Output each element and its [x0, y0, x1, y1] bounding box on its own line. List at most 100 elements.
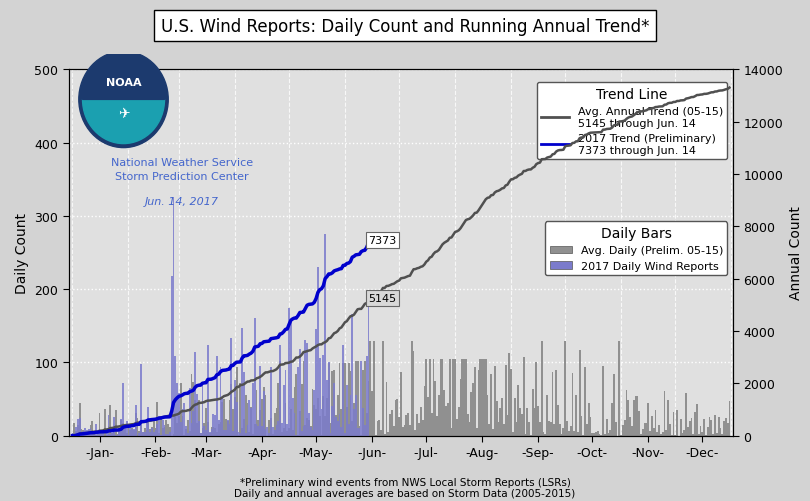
- Bar: [326, 398, 328, 436]
- Bar: [196, 394, 198, 436]
- Bar: [283, 386, 284, 436]
- Bar: [384, 434, 386, 436]
- Bar: [409, 425, 411, 436]
- Bar: [277, 421, 279, 436]
- Bar: [143, 432, 146, 436]
- Bar: [434, 381, 436, 436]
- Bar: [203, 423, 205, 436]
- Bar: [183, 435, 185, 436]
- Bar: [99, 429, 100, 436]
- Bar: [180, 422, 181, 436]
- Bar: [261, 426, 263, 436]
- Bar: [281, 432, 283, 436]
- Bar: [373, 341, 375, 436]
- Bar: [118, 428, 121, 436]
- Bar: [75, 431, 77, 436]
- Bar: [80, 429, 83, 436]
- Bar: [245, 395, 246, 436]
- Bar: [662, 432, 663, 436]
- Bar: [375, 435, 377, 436]
- Bar: [126, 421, 127, 436]
- Bar: [224, 430, 225, 436]
- Bar: [130, 430, 131, 436]
- Bar: [609, 430, 612, 436]
- Bar: [725, 418, 727, 436]
- Bar: [165, 420, 167, 436]
- Bar: [258, 426, 259, 436]
- Bar: [299, 411, 301, 436]
- Text: NOAA: NOAA: [106, 78, 141, 88]
- Bar: [237, 432, 240, 436]
- Bar: [162, 428, 164, 436]
- Bar: [548, 422, 550, 436]
- Bar: [346, 407, 347, 436]
- Bar: [347, 363, 349, 436]
- Bar: [303, 361, 305, 436]
- Bar: [124, 424, 126, 436]
- Bar: [167, 424, 169, 436]
- Bar: [225, 431, 227, 436]
- Bar: [458, 407, 459, 436]
- Bar: [355, 361, 356, 436]
- Bar: [569, 426, 572, 436]
- Bar: [254, 424, 256, 436]
- Bar: [352, 421, 353, 436]
- Bar: [322, 355, 324, 436]
- Bar: [656, 432, 659, 436]
- Bar: [577, 432, 578, 436]
- Bar: [225, 419, 227, 436]
- Bar: [313, 405, 315, 436]
- Bar: [402, 427, 403, 436]
- Bar: [147, 407, 149, 436]
- Bar: [211, 427, 212, 436]
- Bar: [149, 432, 151, 436]
- Bar: [274, 430, 275, 436]
- Bar: [424, 386, 425, 436]
- Bar: [333, 370, 335, 436]
- Bar: [355, 396, 356, 436]
- Bar: [187, 433, 189, 436]
- Text: ✈: ✈: [117, 106, 130, 120]
- Bar: [306, 418, 308, 436]
- Bar: [553, 424, 556, 436]
- Bar: [506, 415, 509, 436]
- Bar: [214, 428, 216, 436]
- Bar: [644, 423, 646, 436]
- Bar: [328, 363, 330, 436]
- Bar: [584, 367, 586, 436]
- Bar: [709, 417, 710, 436]
- Bar: [487, 395, 488, 436]
- Bar: [659, 425, 660, 436]
- Bar: [83, 430, 84, 436]
- Bar: [597, 432, 599, 436]
- Bar: [552, 373, 553, 436]
- Bar: [288, 428, 290, 436]
- Bar: [250, 409, 252, 436]
- Bar: [447, 403, 449, 436]
- Bar: [519, 408, 521, 436]
- Bar: [456, 419, 458, 436]
- Bar: [315, 409, 317, 436]
- Bar: [288, 309, 290, 436]
- Bar: [147, 421, 149, 436]
- Bar: [303, 426, 305, 436]
- Bar: [173, 197, 174, 436]
- Bar: [429, 359, 431, 436]
- Bar: [293, 387, 296, 436]
- Bar: [309, 427, 312, 436]
- Bar: [297, 435, 299, 436]
- Bar: [337, 421, 339, 436]
- Bar: [178, 416, 180, 436]
- Bar: [284, 403, 287, 436]
- Bar: [521, 414, 522, 436]
- Bar: [714, 415, 716, 436]
- Bar: [324, 416, 326, 436]
- Bar: [95, 435, 97, 436]
- Bar: [546, 395, 548, 436]
- Bar: [146, 430, 147, 436]
- Bar: [539, 423, 541, 436]
- Bar: [703, 419, 705, 436]
- Bar: [177, 423, 178, 436]
- Bar: [474, 367, 475, 436]
- Bar: [422, 420, 424, 436]
